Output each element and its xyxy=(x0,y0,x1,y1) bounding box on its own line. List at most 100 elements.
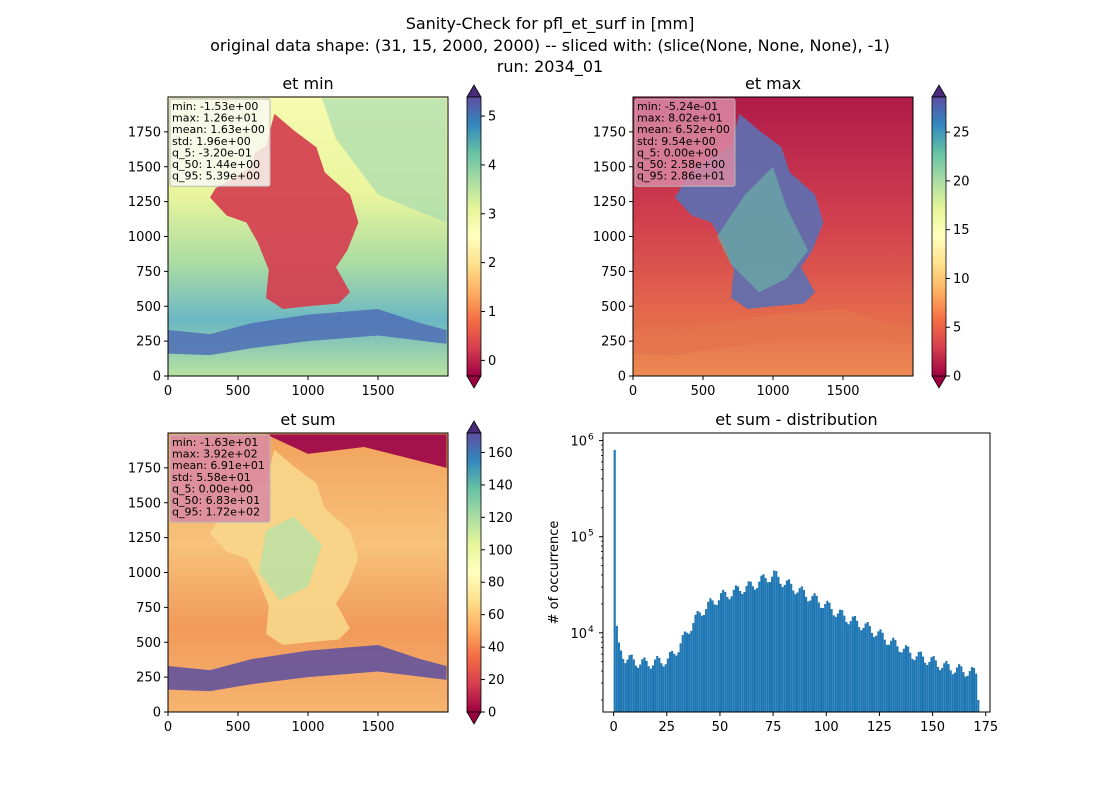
x-tick-label: 1000 xyxy=(291,720,324,735)
stats-box xyxy=(634,98,736,187)
histogram-bar xyxy=(955,667,959,712)
histogram-bar xyxy=(917,651,920,712)
histogram-bar xyxy=(615,625,618,712)
histogram-bar xyxy=(834,616,837,712)
colorbar-extend-max xyxy=(931,84,947,98)
histogram-bar xyxy=(760,575,763,712)
colorbar-extend-min xyxy=(466,375,482,389)
colorbar-tick-label: 160 xyxy=(488,446,513,461)
histogram-bar xyxy=(943,663,946,712)
histogram-bar xyxy=(873,637,876,712)
histogram-bar xyxy=(753,589,757,712)
stats-line: mean: 1.63e+00 xyxy=(172,123,265,136)
histogram-bar xyxy=(777,576,780,712)
histogram-bar xyxy=(877,631,880,712)
histogram-bar xyxy=(630,654,633,712)
histogram-bar xyxy=(722,589,725,712)
histogram-bar xyxy=(892,637,895,712)
histogram-bar xyxy=(815,595,818,712)
histogram-bar xyxy=(926,664,929,712)
histogram-bar xyxy=(745,586,748,712)
stats-line: min: -5.24e-01 xyxy=(637,100,718,113)
histogram-bar xyxy=(688,633,691,712)
y-tick-label: 1250 xyxy=(593,195,626,210)
histogram-bar xyxy=(975,673,978,712)
histogram-bar xyxy=(751,586,754,712)
histogram-bar xyxy=(679,643,682,712)
histogram-bar xyxy=(826,600,829,712)
histogram-bar xyxy=(894,639,897,712)
histogram-bar xyxy=(885,644,888,712)
histogram-bar xyxy=(624,663,627,712)
stats-line: q_5: -3.20e-01 xyxy=(172,146,252,159)
x-tick-label: 125 xyxy=(867,720,892,735)
histogram-bar xyxy=(779,583,782,712)
histogram-bar xyxy=(617,642,621,712)
histogram-bar xyxy=(913,660,916,712)
histogram-bar xyxy=(770,576,774,712)
histogram-bar xyxy=(902,648,905,712)
stats-line: q_5: 0.00e+00 xyxy=(637,146,718,159)
histogram-bar xyxy=(800,586,803,712)
histogram-bar xyxy=(781,587,784,712)
histogram-bar xyxy=(930,657,933,712)
histogram-axes-frame xyxy=(602,432,991,713)
histogram-bars xyxy=(613,449,980,712)
histogram-bar xyxy=(626,659,629,712)
histogram-bar xyxy=(941,667,944,712)
x-tick-label: 500 xyxy=(226,384,251,399)
x-tick-label: 150 xyxy=(920,720,945,735)
colorbar-tick-label: 25 xyxy=(953,126,970,141)
y-tick-label: 1750 xyxy=(593,125,626,140)
y-tick-label: 500 xyxy=(136,300,161,315)
histogram-bar xyxy=(953,672,956,712)
colorbar-tick-label: 5 xyxy=(488,110,496,125)
histogram-bar xyxy=(673,653,676,712)
histogram-bar xyxy=(747,581,750,712)
y-tick-exponent: 6 xyxy=(588,433,594,443)
histogram-bar xyxy=(732,589,735,712)
histogram-bar xyxy=(802,590,806,712)
y-tick-label: 1500 xyxy=(128,496,161,511)
y-tick-label: 500 xyxy=(136,636,161,651)
histogram-bar xyxy=(662,666,665,712)
histogram-bar xyxy=(730,596,733,712)
histogram-bar xyxy=(890,640,893,712)
colorbar-tick-label: 60 xyxy=(488,608,505,623)
figure-title-line-2: original data shape: (31, 15, 2000, 2000… xyxy=(210,36,890,55)
x-tick-label: 0 xyxy=(629,384,637,399)
histogram-bar xyxy=(660,663,663,712)
histogram-bar xyxy=(828,602,831,712)
colorbar-tick-label: 1 xyxy=(488,305,496,320)
histogram-bar xyxy=(764,578,767,712)
histogram-bar xyxy=(685,632,689,712)
colorbar-tick-label: 0 xyxy=(488,354,496,369)
histogram-bar xyxy=(830,609,833,712)
stats-line: q_50: 6.83e+01 xyxy=(172,494,260,507)
stats-box xyxy=(169,98,271,187)
histogram-bar xyxy=(783,584,786,712)
histogram-bar xyxy=(849,621,852,712)
y-tick-label: 1750 xyxy=(128,461,161,476)
y-tick-label: 1000 xyxy=(593,230,626,245)
histogram-bar xyxy=(613,449,616,712)
colorbar-tick-label: 3 xyxy=(488,207,496,222)
colorbar: 0 1 2 3 4 5 xyxy=(466,84,496,389)
histogram-bar xyxy=(768,582,771,712)
y-tick-label: 500 xyxy=(601,300,626,315)
histogram-bar xyxy=(790,583,793,712)
colorbar-tick-label: 120 xyxy=(488,511,513,526)
colorbar: 0 5 10 15 20 25 xyxy=(931,84,970,389)
histogram-bar xyxy=(658,657,661,712)
histogram-bar xyxy=(675,655,678,712)
x-tick-label: 1500 xyxy=(361,720,394,735)
x-tick-label: 500 xyxy=(226,720,251,735)
y-tick-label: 1500 xyxy=(128,160,161,175)
colorbar: 0 20 40 60 80 100 120 140 160 xyxy=(466,420,513,725)
colorbar-tick-label: 140 xyxy=(488,478,513,493)
colorbar-gradient xyxy=(466,432,482,713)
histogram-bar xyxy=(620,650,623,712)
histogram-bar xyxy=(841,610,844,712)
histogram-bar xyxy=(715,605,718,712)
